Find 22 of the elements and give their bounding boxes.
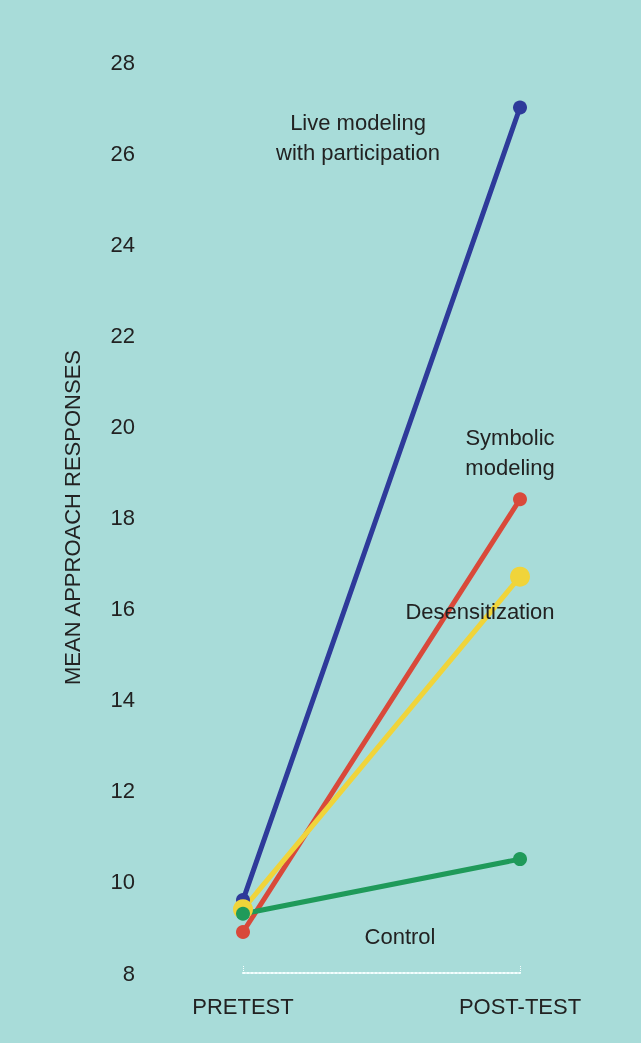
point [510, 566, 530, 587]
y-tick-label: 28 [110, 49, 135, 75]
y-tick-label: 14 [110, 687, 135, 713]
y-tick-label: 24 [110, 231, 135, 257]
x-tick-label: PRETEST [192, 993, 294, 1019]
y-tick-label: 22 [110, 322, 135, 348]
y-tick-label: 12 [110, 778, 135, 804]
point [513, 100, 527, 115]
series-label: Symbolic modeling [465, 424, 555, 480]
x-tick-label: POST-TEST [458, 993, 582, 1019]
y-tick-label: 20 [110, 413, 135, 439]
y-tick-label: 16 [110, 596, 135, 622]
y-axis-title: MEAN APPROACH RESPONSES [59, 350, 85, 685]
point [513, 492, 527, 507]
y-tick-label: 8 [122, 960, 135, 986]
point [236, 925, 250, 939]
y-tick-label: 26 [110, 140, 135, 166]
point [513, 852, 527, 867]
y-tick-label: 18 [110, 505, 135, 530]
text: Live modeling with participation [275, 110, 440, 166]
y-tick-label: 10 [110, 869, 135, 895]
series-label: Control [364, 923, 436, 949]
